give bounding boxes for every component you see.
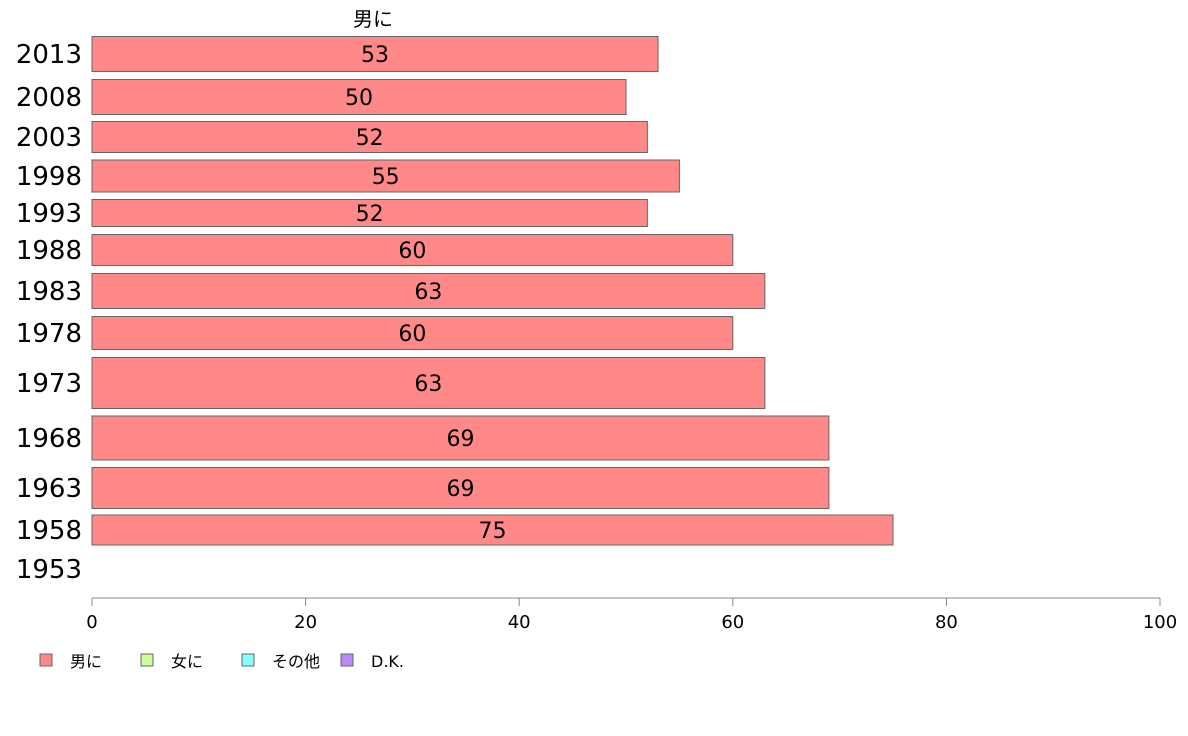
x-tick-label-0: 0	[86, 612, 97, 633]
legend-label-0: 男に	[70, 652, 102, 671]
value-label-1968: 69	[446, 427, 474, 452]
category-label-2003: 2003	[16, 123, 82, 153]
category-label-1963: 1963	[16, 474, 82, 504]
value-label-2003: 52	[356, 126, 384, 151]
legend: 男に 女に その他 D.K.	[39, 652, 404, 671]
bar-1993	[91, 199, 648, 227]
legend-swatch-3	[340, 653, 354, 667]
x-axis: 0 20 40 60 80 100	[86, 597, 1177, 633]
x-tick-label-80: 80	[935, 612, 958, 633]
value-label-1978: 60	[398, 322, 426, 347]
bar-2008	[91, 79, 627, 115]
bar-2013	[91, 36, 659, 72]
category-label-2008: 2008	[16, 83, 82, 113]
category-label-1983: 1983	[16, 277, 82, 307]
value-label-1998: 55	[372, 165, 400, 190]
legend-label-2: その他	[272, 652, 320, 671]
category-label-1968: 1968	[16, 424, 82, 454]
legend-label-1: 女に	[171, 652, 203, 671]
x-tick-label-20: 20	[294, 612, 317, 633]
value-label-1973: 63	[414, 372, 442, 397]
bar-1983	[91, 273, 766, 309]
legend-swatch-1	[140, 653, 154, 667]
value-label-1983: 63	[414, 280, 442, 305]
legend-label-3: D.K.	[371, 652, 404, 671]
value-label-1963: 69	[446, 477, 474, 502]
bar-1973	[91, 357, 766, 409]
category-label-1953: 1953	[16, 555, 82, 585]
bar-1998	[91, 159, 680, 193]
bar-1968	[91, 415, 830, 461]
category-label-1993: 1993	[16, 199, 82, 229]
x-tick-label-100: 100	[1143, 612, 1177, 633]
x-tick-label-60: 60	[721, 612, 744, 633]
bar-1958	[91, 514, 894, 546]
category-label-1998: 1998	[16, 162, 82, 192]
category-label-1958: 1958	[16, 516, 82, 546]
category-label-1978: 1978	[16, 319, 82, 349]
category-label-1973: 1973	[16, 369, 82, 399]
x-tick-label-40: 40	[508, 612, 531, 633]
bar-1988	[91, 234, 734, 266]
value-label-2008: 50	[345, 86, 373, 111]
legend-swatch-2	[241, 653, 255, 667]
value-label-2013: 53	[361, 43, 389, 68]
legend-swatch-0	[39, 653, 53, 667]
category-label-1988: 1988	[16, 236, 82, 266]
value-label-1988: 60	[398, 239, 426, 264]
bar-2003	[91, 121, 648, 153]
series-header: 男に	[353, 7, 393, 31]
bars-group	[91, 36, 894, 546]
category-labels: 2013 2008 2003 1998 1993 1988 1983 1978 1973 1968…	[16, 40, 82, 585]
value-label-1993: 52	[356, 202, 384, 227]
bar-1963	[91, 467, 830, 509]
value-label-1958: 75	[479, 519, 507, 544]
category-label-2013: 2013	[16, 40, 82, 70]
bar-1978	[91, 316, 734, 350]
